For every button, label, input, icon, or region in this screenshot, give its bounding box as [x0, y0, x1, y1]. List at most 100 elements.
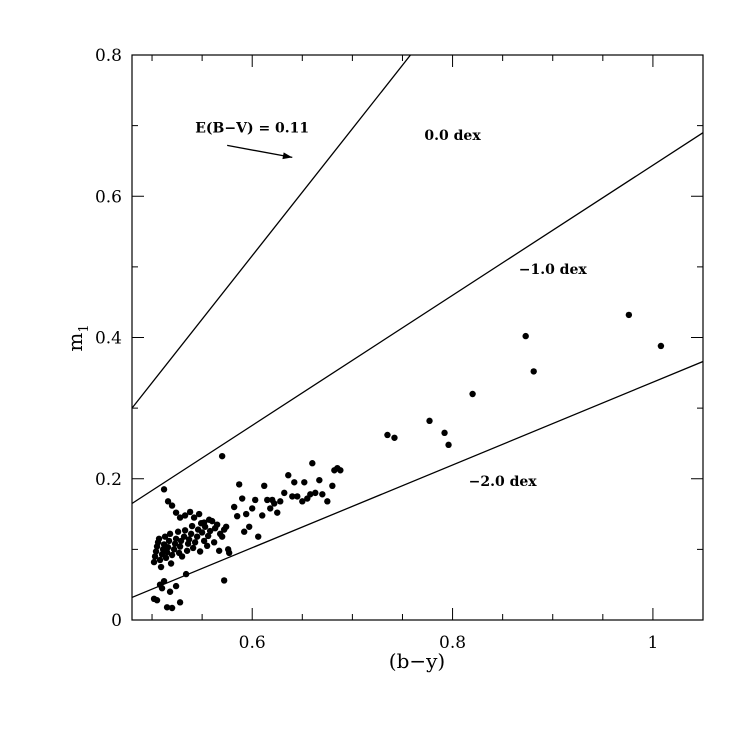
data-point	[200, 537, 208, 545]
data-point	[271, 500, 278, 507]
data-point	[182, 570, 190, 578]
data-point	[163, 549, 171, 556]
data-point	[291, 479, 298, 486]
data-point	[255, 533, 262, 540]
data-point	[195, 510, 203, 518]
data-point	[285, 472, 292, 479]
data-point	[294, 493, 301, 500]
data-point	[187, 530, 195, 538]
data-point	[168, 551, 176, 559]
data-point	[218, 452, 226, 460]
y-axis-title-sub: 1	[77, 324, 92, 332]
data-point	[203, 542, 211, 550]
svg-text:m1: m1	[63, 324, 92, 351]
data-point	[176, 514, 184, 521]
data-point	[171, 540, 179, 547]
metallicity-line	[132, 55, 411, 409]
data-point	[196, 548, 204, 555]
data-point	[235, 481, 243, 488]
data-point	[166, 588, 174, 595]
data-point	[238, 495, 246, 502]
data-point	[309, 460, 316, 467]
data-point	[218, 533, 226, 540]
data-point	[180, 533, 188, 540]
metallicity-lines	[132, 55, 703, 599]
data-point	[163, 604, 171, 611]
y-tick-label: 0.6	[95, 187, 122, 207]
data-point	[157, 563, 165, 571]
axis-ticks	[132, 54, 704, 621]
data-point	[213, 521, 221, 528]
data-point	[445, 441, 452, 449]
data-point	[188, 522, 196, 530]
data-point	[312, 489, 319, 497]
data-point	[625, 311, 633, 319]
metallicity-line	[132, 132, 703, 505]
data-point	[391, 434, 398, 441]
data-point	[233, 512, 241, 520]
data-point	[164, 498, 172, 505]
data-point	[299, 498, 306, 505]
data-point	[277, 498, 284, 505]
data-point	[316, 476, 323, 484]
data-point	[274, 509, 281, 516]
data-point	[176, 599, 184, 606]
data-point	[165, 537, 173, 545]
data-point	[150, 558, 158, 566]
data-point	[164, 544, 172, 551]
reddening-arrow-shaft	[227, 144, 293, 159]
data-point	[215, 547, 223, 554]
data-point	[190, 514, 198, 521]
data-point	[160, 486, 168, 493]
data-point	[161, 533, 169, 540]
data-point	[198, 529, 206, 536]
data-point	[170, 546, 178, 553]
data-point	[220, 577, 228, 584]
data-point	[384, 431, 391, 439]
data-point	[530, 368, 537, 375]
data-point	[181, 527, 189, 534]
data-point	[319, 491, 326, 498]
data-point	[168, 502, 176, 509]
data-point	[240, 528, 248, 535]
data-point	[259, 512, 266, 519]
data-point	[166, 530, 174, 538]
data-point	[193, 533, 201, 540]
data-point	[301, 479, 308, 486]
x-tick-label: 0.8	[439, 633, 466, 653]
data-point	[191, 539, 199, 546]
data-points	[150, 311, 665, 612]
data-point	[230, 503, 238, 511]
data-point	[281, 489, 288, 497]
data-point	[168, 604, 176, 612]
data-point	[307, 491, 314, 498]
data-point	[162, 554, 170, 562]
data-point	[176, 543, 184, 550]
y-axis-title: m1	[63, 324, 92, 351]
data-point	[246, 523, 253, 530]
y-tick-label: 0	[111, 611, 122, 631]
data-point	[657, 342, 665, 350]
x-axis-title: (b−y)	[389, 649, 445, 673]
data-point	[167, 560, 175, 567]
data-point	[243, 510, 250, 518]
data-point	[469, 390, 476, 398]
data-point	[152, 548, 160, 555]
y-axis-title-main: m	[63, 333, 87, 352]
tick-labels: 0.6 0.8 1 0 0.2 0.4 0.6 0.8	[95, 46, 658, 653]
data-point	[153, 597, 161, 604]
data-point	[261, 482, 268, 490]
data-point	[151, 553, 159, 560]
data-point	[324, 498, 331, 505]
data-point	[206, 527, 214, 535]
annotation-label: E(B−V) = 0.11	[195, 121, 309, 137]
y-tick-label: 0.8	[95, 46, 122, 66]
data-point	[178, 553, 186, 560]
plot-area	[131, 54, 704, 621]
data-point	[267, 505, 274, 512]
x-tick-label: 0.6	[239, 633, 266, 653]
data-point	[222, 523, 230, 530]
data-point	[426, 417, 433, 425]
data-point	[185, 536, 193, 543]
